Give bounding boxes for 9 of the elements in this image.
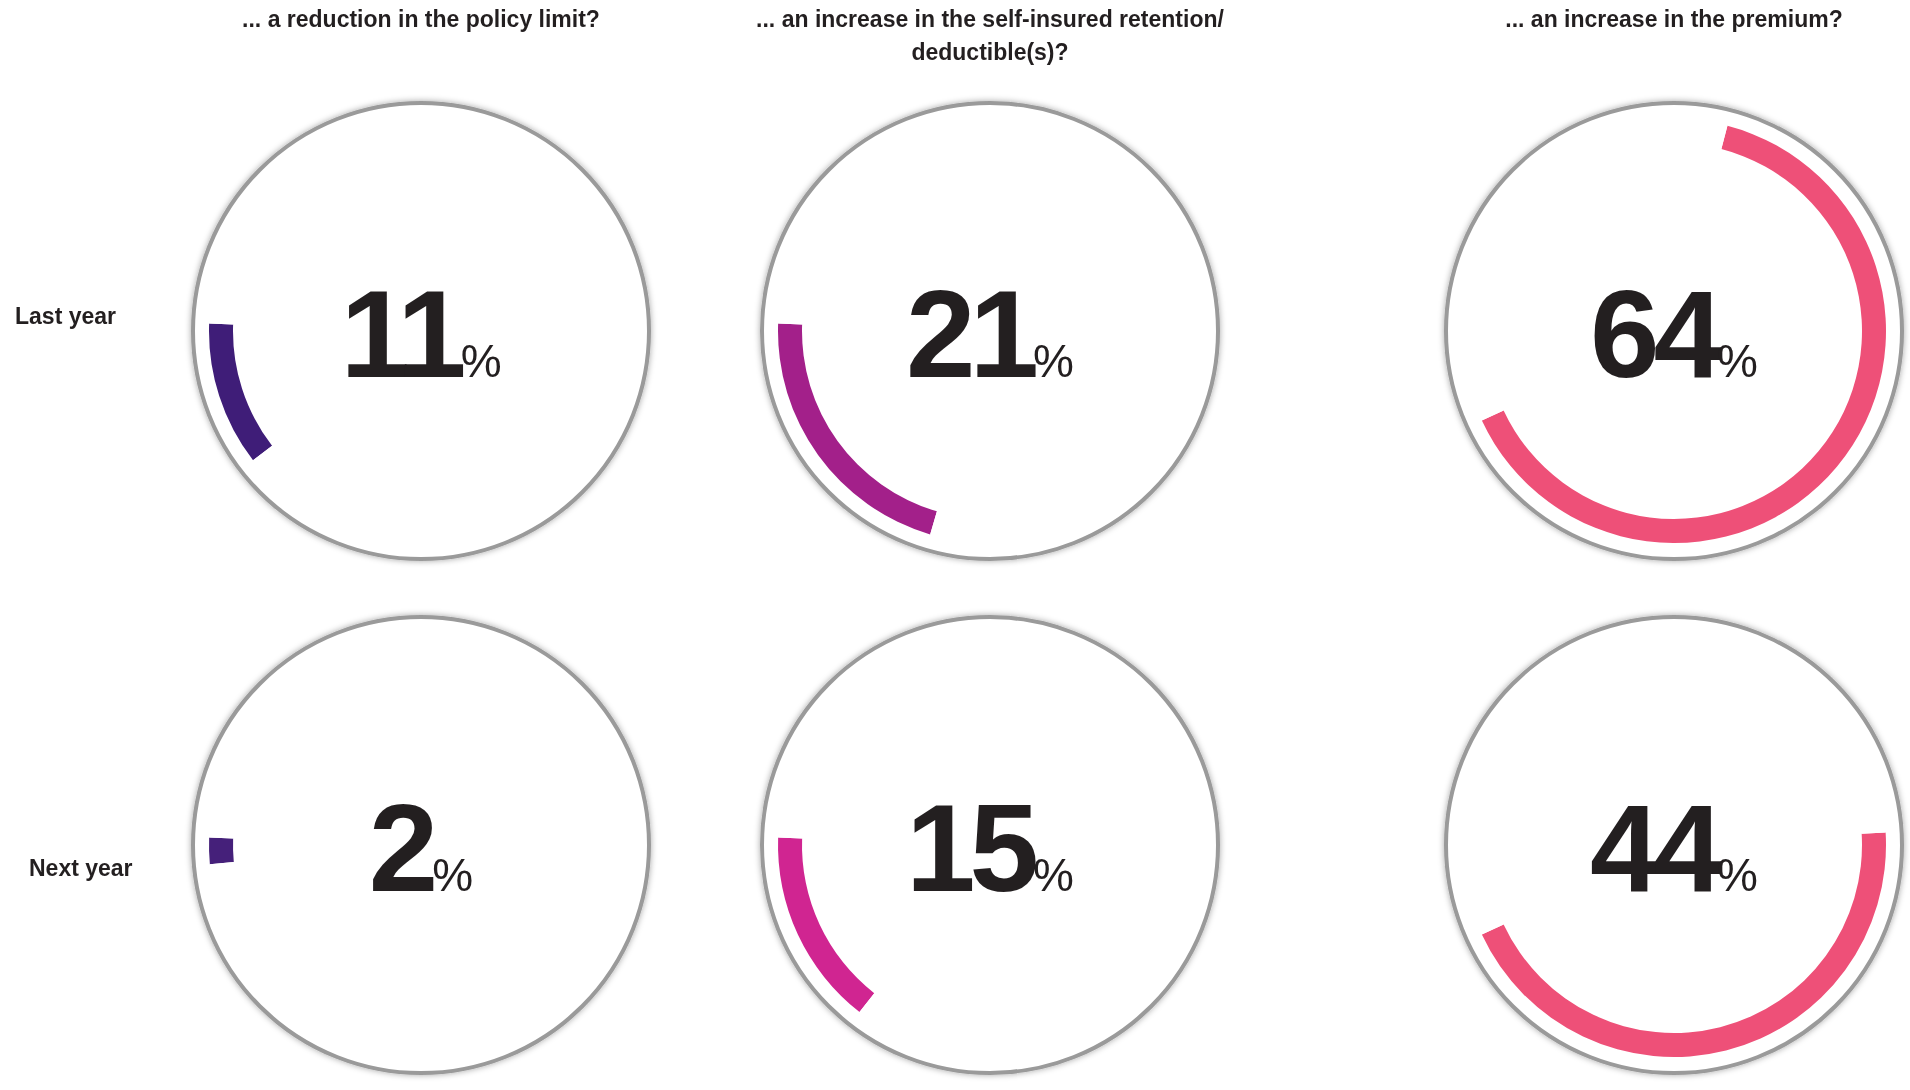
text: 11% [340,264,502,403]
text: Last year [15,303,117,329]
chart-title: ... an increase in the premium? [1505,6,1843,32]
text: 21% [906,264,1074,403]
text: 2% [368,778,474,917]
text: 15% [906,778,1074,917]
text: ... an increase in the self-insured retention/ deductible(s)? [756,6,1225,65]
text: ... a reduction in the policy limit? [242,6,600,32]
text: Next year [29,855,133,881]
